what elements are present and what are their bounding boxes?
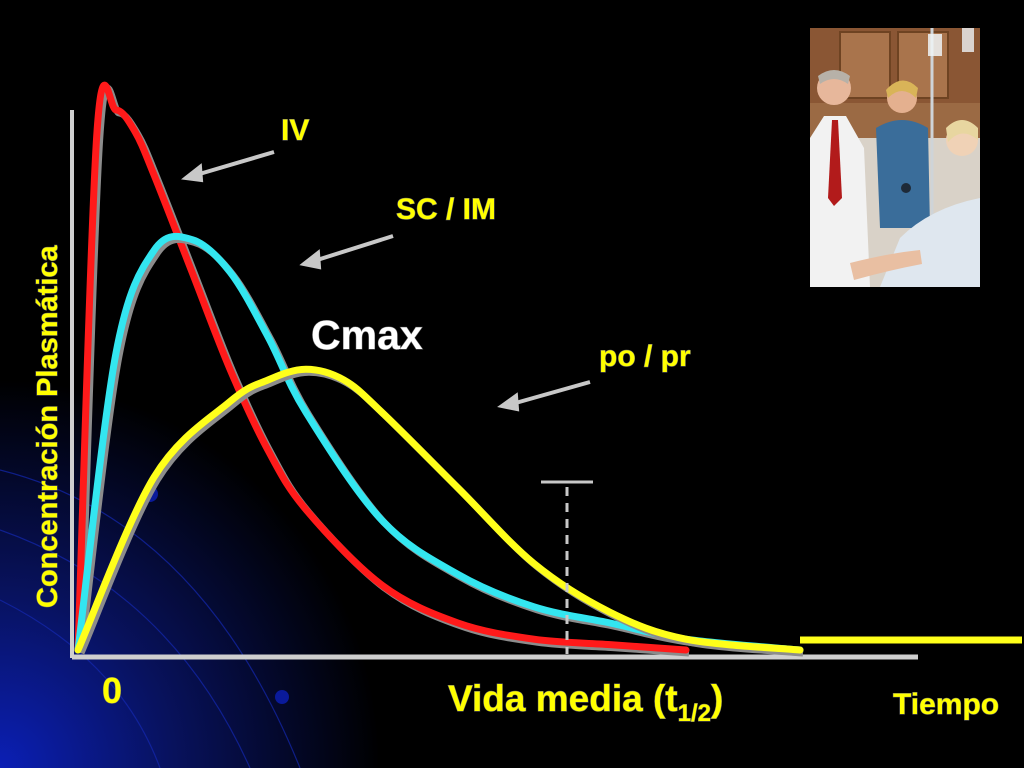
iv-arrow [195,150,275,177]
x-axis-end-label: Tiempo [893,688,999,721]
axes [70,110,918,660]
x-origin-tick: 0 [102,670,122,711]
background-decoration [0,380,380,768]
medical-photo [810,28,980,287]
background-arcs [0,469,301,768]
x-axis-label-main: Vida media (t [448,678,678,719]
series-line-iv [74,81,690,654]
scim-arrow [313,234,394,263]
iv-arrow-head [181,163,204,183]
x-axis-label: Vida media (t1/2) [448,678,723,727]
x-axis-label-subscript: 1/2 [678,700,711,727]
scim-arrow-head [299,249,322,270]
cmax-label: Cmax [311,312,423,358]
series-line-sc-im [74,232,804,654]
pointer-arrows [181,150,591,412]
iv-label: IV [281,114,309,147]
series-line-po-pr [74,365,804,654]
scim-label: SC / IM [396,193,496,226]
photo-medical-iv-drip-icon [810,28,980,287]
series-layer [74,81,1022,657]
po-label: po / pr [599,340,691,373]
y-axis-label: Concentración Plasmática [32,245,64,608]
decor-dot [275,690,289,704]
po-arrow [511,380,591,406]
po-arrow-head [497,392,520,412]
x-axis-label-close: ) [711,678,723,719]
